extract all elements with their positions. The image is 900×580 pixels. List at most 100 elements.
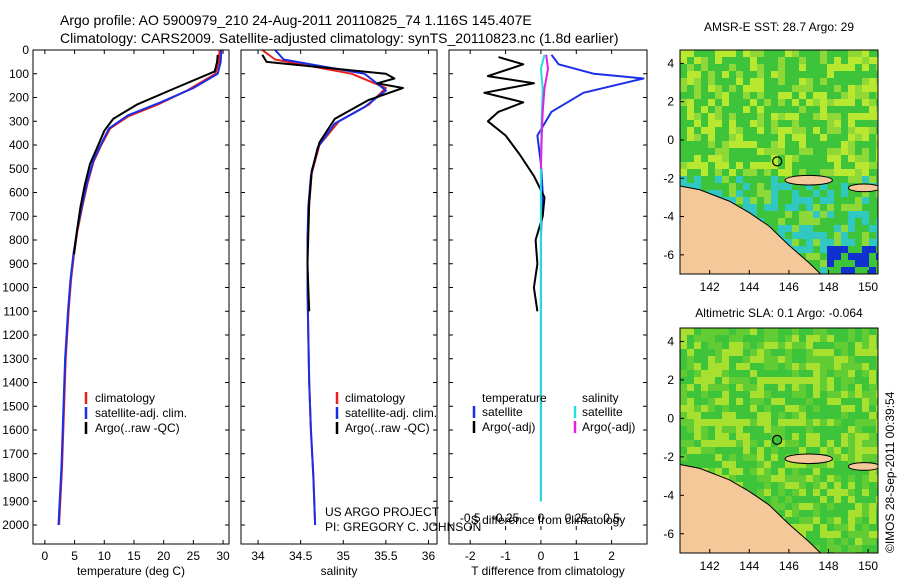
- map-cell: [708, 349, 715, 356]
- map-cell: [715, 342, 722, 349]
- map-cell: [799, 398, 806, 405]
- map-cell: [813, 335, 820, 342]
- map-cell: [722, 134, 729, 141]
- map-cell: [827, 412, 834, 419]
- map-cell: [708, 454, 715, 461]
- map-cell: [694, 127, 701, 134]
- y-tick-label: -2: [663, 171, 674, 185]
- map-cell: [687, 426, 694, 433]
- map-cell: [876, 398, 878, 405]
- y-tick-label: -2: [663, 450, 674, 464]
- map-cell: [785, 489, 792, 496]
- map-cell: [743, 71, 750, 78]
- map-cell: [694, 50, 701, 57]
- map-cell: [820, 253, 827, 260]
- map-cell: [792, 141, 799, 148]
- map-cell: [687, 328, 694, 335]
- map-cell: [841, 267, 848, 274]
- map-cell: [792, 489, 799, 496]
- map-cell: [694, 92, 701, 99]
- map-cell: [715, 127, 722, 134]
- map-cell: [876, 260, 878, 267]
- map-cell: [862, 218, 869, 225]
- map-cell: [834, 447, 841, 454]
- map-cell: [785, 148, 792, 155]
- map-cell: [834, 433, 841, 440]
- map-cell: [757, 482, 764, 489]
- map-cell: [778, 405, 785, 412]
- map-cell: [834, 141, 841, 148]
- map-cell: [743, 99, 750, 106]
- map-cell: [743, 370, 750, 377]
- imos-timestamp: ©IMOS 28-Sep-2011 00:39:54: [883, 391, 897, 553]
- map-cell: [715, 447, 722, 454]
- map-cell: [750, 461, 757, 468]
- map-cell: [757, 155, 764, 162]
- map-cell: [764, 92, 771, 99]
- map-cell: [862, 204, 869, 211]
- map-cell: [708, 64, 715, 71]
- map-cell: [694, 113, 701, 120]
- map-cell: [757, 440, 764, 447]
- x-tick-label: 148: [818, 280, 838, 294]
- map-cell: [820, 531, 827, 538]
- map-cell: [757, 127, 764, 134]
- map-cell: [820, 190, 827, 197]
- s-tick-label: 0.5: [603, 511, 620, 525]
- map-cell: [799, 71, 806, 78]
- map-cell: [708, 57, 715, 64]
- map-cell: [708, 162, 715, 169]
- map-cell: [771, 64, 778, 71]
- map-cell: [764, 120, 771, 127]
- map-cell: [869, 503, 876, 510]
- map-cell: [806, 190, 813, 197]
- y-tick-label: 900: [9, 257, 29, 271]
- map-cell: [708, 106, 715, 113]
- map-cell: [855, 113, 862, 120]
- map-cell: [785, 127, 792, 134]
- map-cell: [799, 57, 806, 64]
- map-cell: [722, 356, 729, 363]
- map-cell: [869, 260, 876, 267]
- map-cell: [820, 204, 827, 211]
- map-cell: [743, 50, 750, 57]
- map-cell: [764, 176, 771, 183]
- map-cell: [855, 106, 862, 113]
- map-cell: [792, 328, 799, 335]
- map-cell: [743, 120, 750, 127]
- map-cell: [715, 454, 722, 461]
- map-cell: [841, 412, 848, 419]
- map-cell: [708, 183, 715, 190]
- map-cell: [855, 517, 862, 524]
- map-cell: [855, 384, 862, 391]
- map-cell: [680, 342, 687, 349]
- map-cell: [694, 391, 701, 398]
- map-cell: [841, 211, 848, 218]
- map-cell: [792, 232, 799, 239]
- map-cell: [694, 162, 701, 169]
- x-tick-label: 36: [422, 549, 436, 563]
- map-cell: [869, 78, 876, 85]
- map-cell: [806, 85, 813, 92]
- map-cell: [687, 141, 694, 148]
- map-cell: [855, 92, 862, 99]
- map-cell: [694, 349, 701, 356]
- map-cell: [848, 496, 855, 503]
- map-cell: [701, 461, 708, 468]
- map-cell: [862, 405, 869, 412]
- map-cell: [694, 176, 701, 183]
- difference-panel: -2 -1 0 1 2-0.5 -0.25 0 0.25 0.5 T difference fr…: [448, 49, 648, 578]
- map-cell: [806, 141, 813, 148]
- map-cell: [680, 349, 687, 356]
- map-cell: [820, 134, 827, 141]
- map-cell: [813, 363, 820, 370]
- map-cell: [715, 349, 722, 356]
- map-cell: [820, 356, 827, 363]
- map-cell: [680, 148, 687, 155]
- map-cell: [778, 204, 785, 211]
- map-cell: [736, 384, 743, 391]
- y-tick-label: 1600: [2, 423, 29, 437]
- map-cell: [862, 78, 869, 85]
- map-cell: [785, 377, 792, 384]
- y-tick-label: 700: [9, 209, 29, 223]
